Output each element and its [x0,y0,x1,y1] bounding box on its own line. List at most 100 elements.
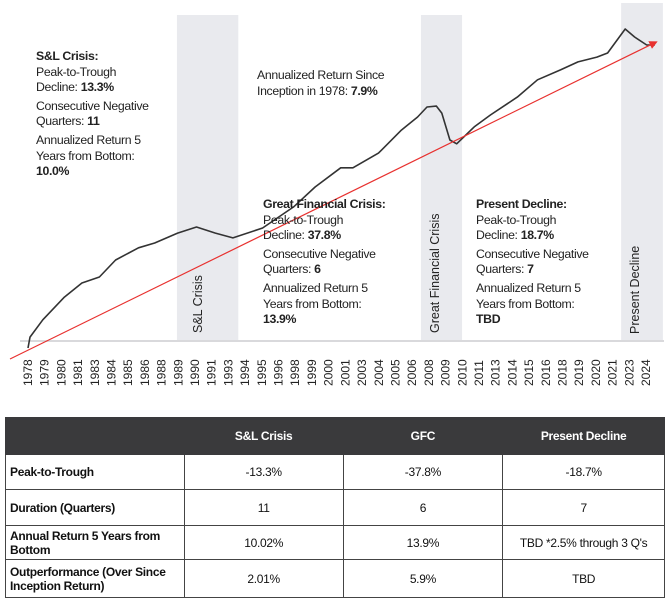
x-tick-label: 1981 [71,359,85,386]
x-tick-label: 2000 [322,359,336,386]
x-tick-label: 1984 [105,359,119,386]
table-cell: TBD [502,559,665,598]
annotation-gfc: Great Financial Crisis: Peak-to-Trough D… [263,197,386,328]
x-tick-label: 2009 [439,359,453,386]
ann-line: Consecutive Negative [36,98,149,113]
index-series-line [27,28,655,349]
x-tick-label: 1989 [171,359,185,386]
table-cell: 2.01% [183,559,344,598]
table-cell: 13.9% [342,525,504,560]
x-tick-label: 1994 [238,359,252,386]
ann-line: Years from Bottom: [476,296,575,311]
x-tick-label: 1985 [121,359,135,386]
x-tick-label: 2019 [572,359,586,386]
annotation-present-decline: Present Decline: Peak-to-Trough Decline:… [476,197,589,328]
ann-value: 37.8% [307,228,341,243]
ann-value: 6 [314,262,321,277]
table-cell: TBD *2.5% through 3 Q's [502,525,665,560]
x-tick-label: 2018 [555,359,569,386]
table-row: Peak-to-Trough -13.3% -37.8% -18.7% [5,454,665,490]
crisis-comparison-table: S&L Crisis GFC Present Decline Peak-to-T… [5,417,665,598]
band-label-present: Present Decline [628,245,642,334]
annotation-sl-crisis: S&L Crisis: Peak-to-Trough Decline: 13.3… [36,49,149,180]
table-cell: 10.02% [183,525,344,560]
table-row: Duration (Quarters) 11 6 7 [5,489,665,526]
ann-line: Peak-to-Trough [36,64,117,79]
ann-line: Years from Bottom: [36,148,135,163]
x-tick-label: 2008 [422,359,436,386]
ann-line: Peak-to-Trough [263,212,344,227]
x-tick-label: 2001 [338,359,352,386]
ann-title: Great Financial Crisis: [263,197,386,211]
ann-line: Decline: [263,228,308,243]
table-cell: 7 [502,489,665,526]
x-tick-label: 1988 [155,359,169,386]
x-tick-label: 2021 [606,359,620,386]
x-tick-label: 2006 [405,359,419,386]
row-header: Peak-to-Trough [5,454,185,490]
x-tick-label: 2004 [372,359,386,386]
x-tick-label: 2010 [455,359,469,386]
table-cell: 6 [342,489,504,526]
ann-value: 13.3% [80,80,114,95]
x-tick-label: 2005 [388,359,402,386]
ann-value: 7.9% [350,83,378,98]
ann-title: S&L Crisis: [36,49,99,63]
ann-line: Quarters: [263,262,315,277]
table-cell: -13.3% [183,454,344,490]
header-cell: GFC [342,417,504,455]
x-tick-label: 1999 [305,359,319,386]
ann-line: Annualized Return 5 [476,280,581,295]
shaded-period-band [176,15,239,340]
trend-arrow-line [9,41,658,360]
header-cell [5,417,185,455]
x-tick-label: 1986 [138,359,152,386]
table-row: Outperformance (Over Since Inception Ret… [5,559,665,598]
x-tick-label: 2015 [522,359,536,386]
ann-line: Peak-to-Trough [476,212,557,227]
row-header: Duration (Quarters) [5,489,185,526]
x-tick-label: 1978 [21,359,35,386]
ann-line: Consecutive Negative [476,246,589,261]
table-cell: 11 [183,489,344,526]
header-cell: S&L Crisis [183,417,344,455]
row-header: Annual Return 5 Years from Bottom [5,525,185,560]
x-tick-label: 1990 [188,359,202,386]
ann-value: 10.0% [36,164,70,179]
x-tick-label: 2011 [472,360,486,386]
ann-value: 11 [87,114,100,129]
ann-value: TBD [476,312,501,327]
ann-line: Annualized Return 5 [263,280,368,295]
line-chart: 1978 1979 1980 1981 1983 1984 1985 1986 1988 1989… [9,3,664,386]
shaded-period-band [420,15,463,340]
header-cell: Present Decline [502,417,665,455]
ann-value: 13.9% [263,312,297,327]
x-tick-label: 1998 [288,359,302,386]
x-tick-label: 1983 [88,359,102,386]
shaded-period-band [621,3,663,340]
ann-line: Annualized Return 5 [36,132,141,147]
ann-line: Inception in 1978: [257,83,351,98]
table-cell: 5.9% [342,559,504,598]
ann-line: Consecutive Negative [263,246,376,261]
ann-line: Quarters: [36,114,88,129]
x-tick-label: 2024 [639,359,653,386]
x-tick-label: 2020 [589,359,603,386]
annotation-since-inception: Annualized Return Since Inception in 197… [257,68,385,99]
x-tick-label: 1979 [38,359,52,386]
ann-line: Decline: [476,228,521,243]
x-tick-label: 1991 [205,359,219,386]
x-tick-label: 2003 [355,359,369,386]
x-tick-label: 2016 [539,359,553,386]
table-cell: -37.8% [342,454,504,490]
x-tick-label: 1995 [255,359,269,386]
x-tick-label: 2013 [489,359,503,386]
x-tick-label: 1996 [272,359,286,386]
band-label-sl: S&L Crisis [191,275,205,333]
ann-value: 18.7% [520,228,554,243]
ann-line: Quarters: [476,262,528,277]
ann-value: 7 [527,262,534,277]
ann-line: Years from Bottom: [263,296,362,311]
ann-line: Annualized Return Since [257,68,385,82]
